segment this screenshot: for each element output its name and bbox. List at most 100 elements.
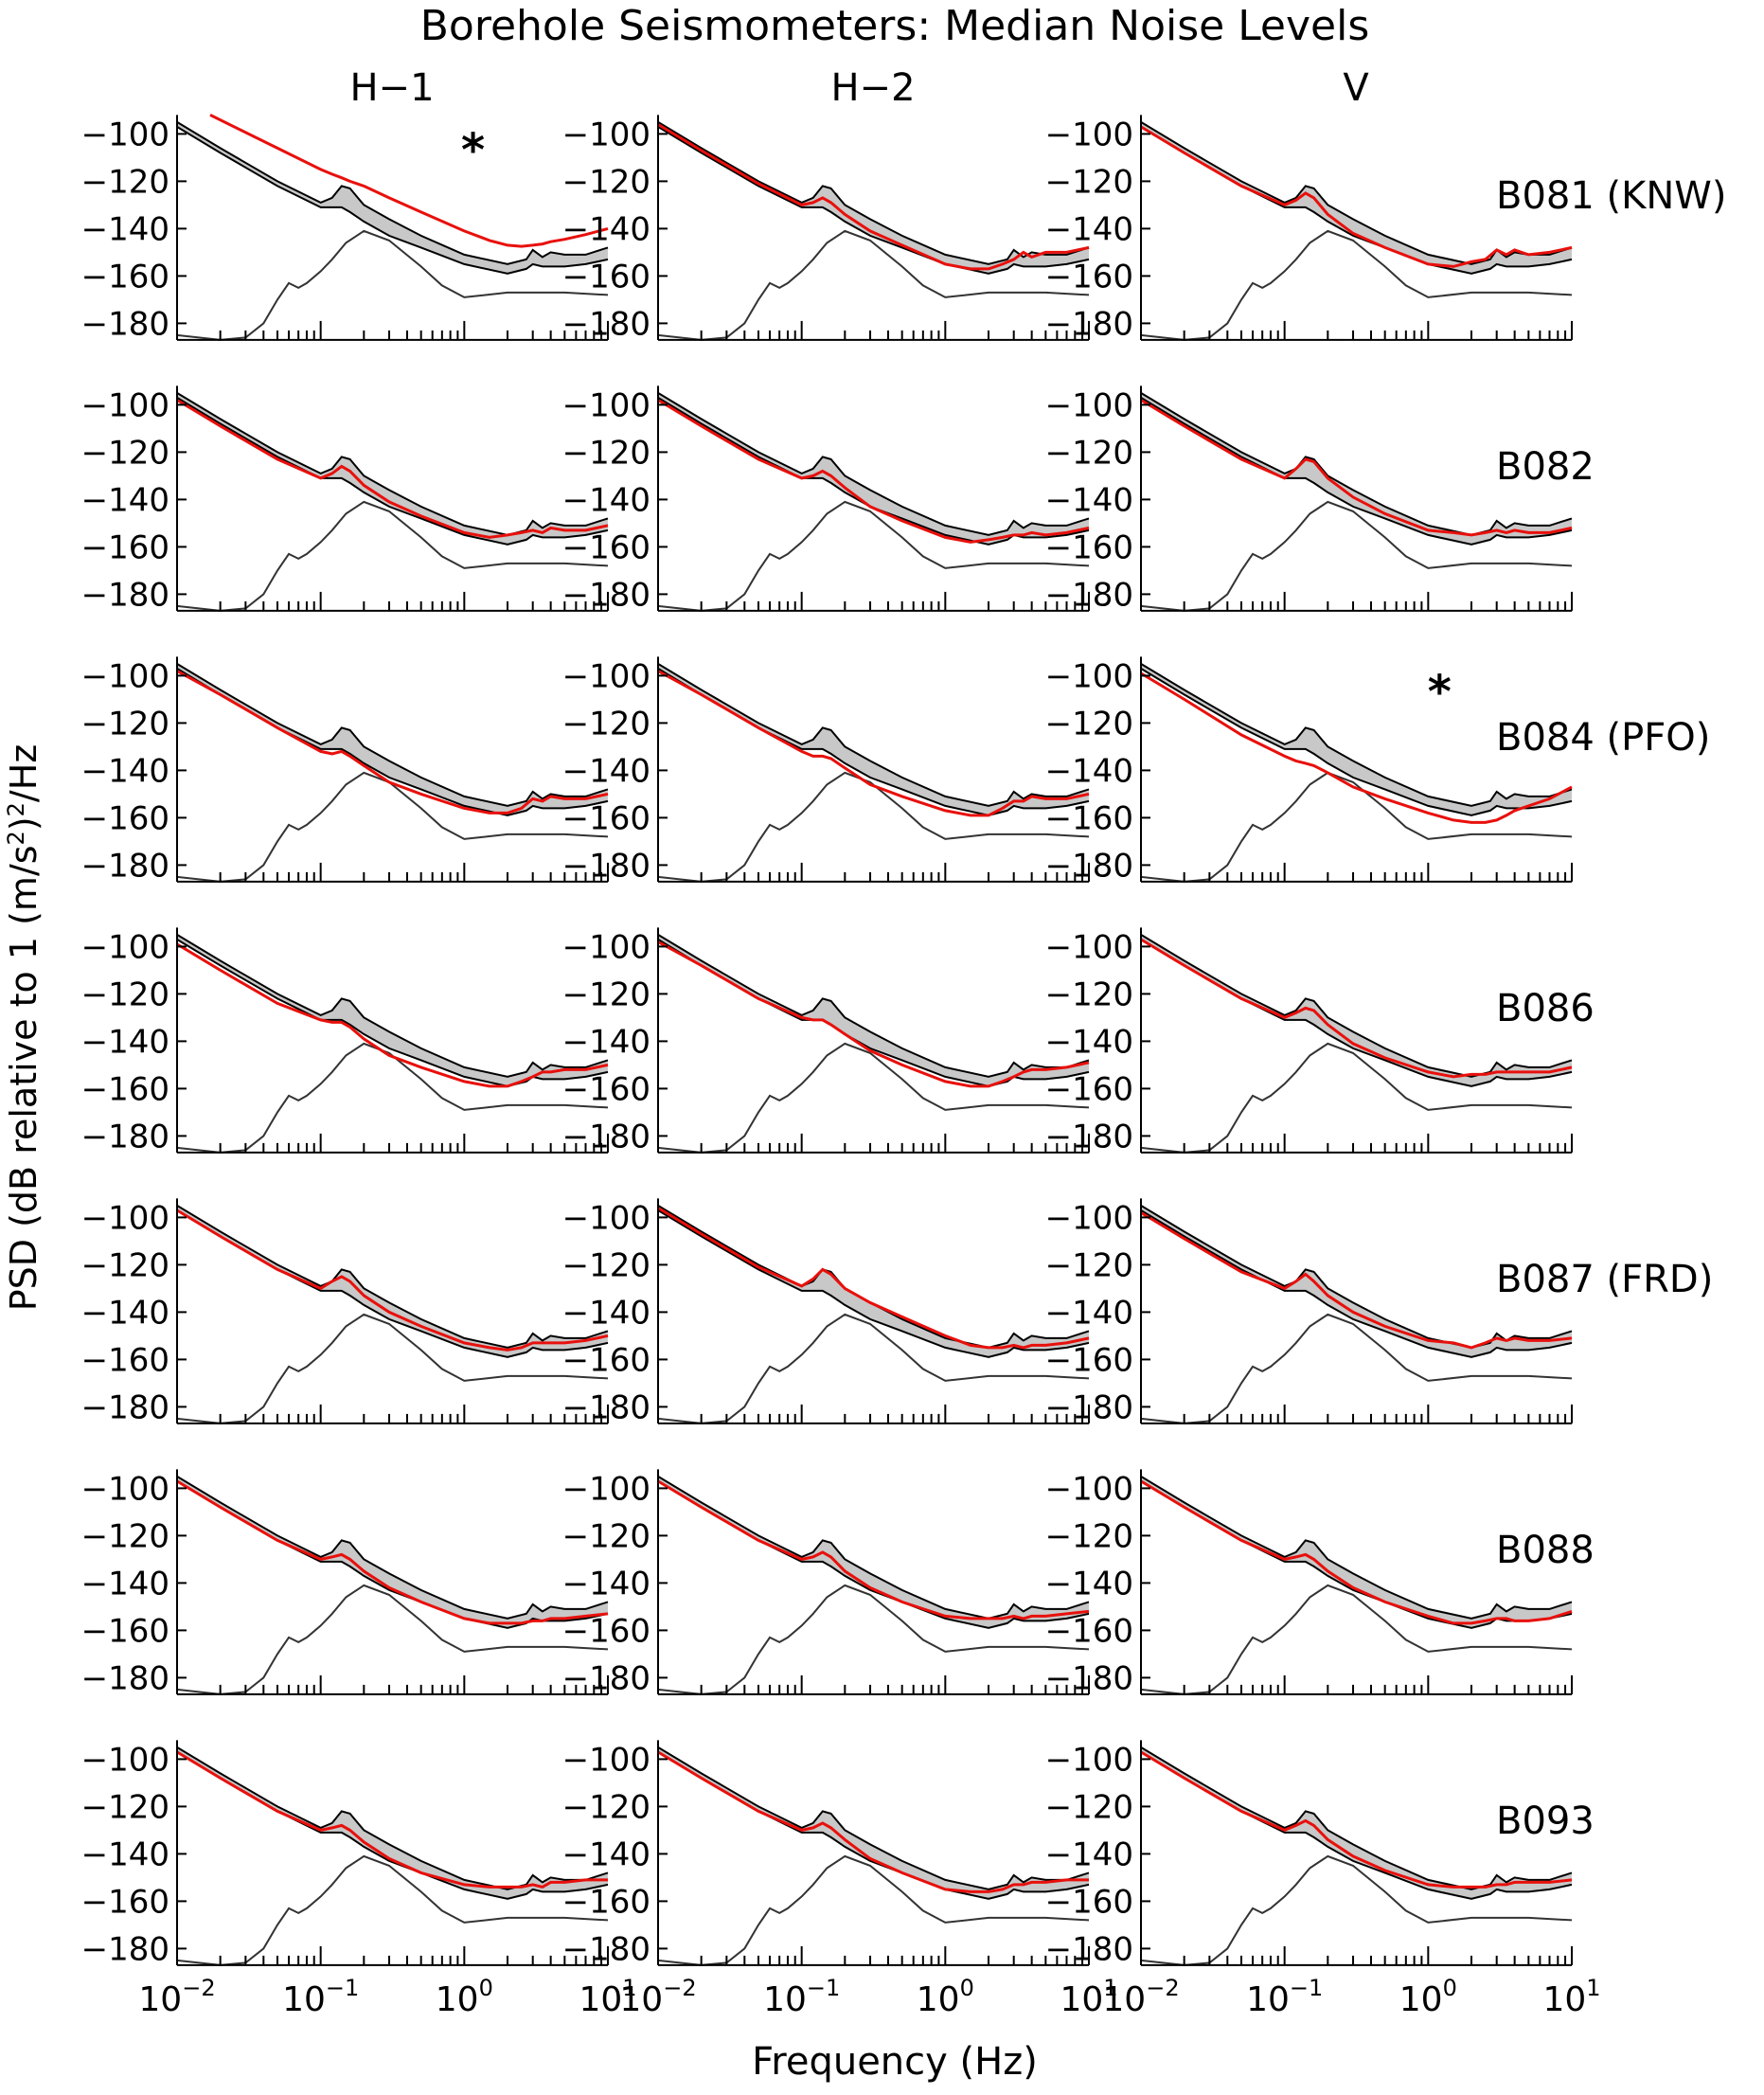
median-noise-line (1140, 125, 1573, 268)
median-noise-line (176, 1750, 608, 1889)
noise-band-lower-line (176, 1480, 609, 1629)
noise-band-fill (177, 1205, 608, 1357)
noise-band-upper-line (657, 1476, 1090, 1620)
y-tick-label: −180 (562, 305, 650, 343)
panel-r2-c2: −100 −120 −140 −160 −180 (1045, 656, 1573, 885)
median-noise-line (657, 1479, 1090, 1620)
y-tick-label: −160 (81, 799, 169, 837)
noise-band-lower-line (1140, 939, 1573, 1087)
median-noise-line (657, 670, 1090, 817)
x-tick-label-base: 10 (579, 1980, 622, 2019)
x-tick-label: 100 (436, 1975, 493, 2019)
x-tick-label: 101 (1060, 1975, 1117, 2019)
noise-band-fill (1141, 1476, 1572, 1628)
y-tick-label: −120 (81, 705, 169, 743)
y-tick-label: −180 (81, 847, 169, 885)
noise-band-upper-line (1140, 1746, 1573, 1890)
y-tick-label: −120 (562, 976, 650, 1013)
noise-band-lower-line (657, 1209, 1090, 1358)
y-axis-label-mid: ) (3, 816, 45, 831)
chart-title: Borehole Seismometers: Median Noise Leve… (420, 2, 1370, 50)
noise-band-fill (658, 663, 1089, 815)
y-tick-label: −160 (562, 1070, 650, 1108)
panel-r2-c1: −100 −120 −140 −160 −180 (562, 656, 1090, 885)
y-tick-label: −180 (562, 1118, 650, 1155)
x-tick-label-exp: −1 (807, 1975, 840, 2001)
reference-noise-line (657, 1854, 1090, 1966)
y-axis-label-after: /Hz (3, 744, 45, 802)
y-tick-label: −180 (1045, 1659, 1133, 1697)
y-tick-label: −120 (1045, 705, 1133, 743)
y-tick-label: −100 (562, 1741, 650, 1779)
y-tick-label: −120 (1045, 1246, 1133, 1284)
y-tick-label: −160 (562, 258, 650, 295)
x-tick-label: 101 (1542, 1975, 1600, 2019)
panel-r0-c0: −100 −120 −140 −160 −180 (81, 114, 609, 343)
y-tick-label: −160 (1045, 1883, 1133, 1921)
y-tick-label: −100 (81, 1470, 169, 1508)
x-tick-label: 100 (1399, 1975, 1457, 2019)
y-tick-label: −140 (562, 1565, 650, 1603)
noise-band-fill (658, 121, 1089, 274)
x-tick-label-exp: 1 (622, 1975, 636, 2001)
x-tick-label-base: 10 (619, 1980, 663, 2019)
median-noise-line (176, 942, 609, 1088)
y-axis-label: PSD (dB relative to 1 (m/s2)2/Hz (3, 744, 45, 1312)
y-tick-label: −180 (1045, 1930, 1133, 1968)
reference-noise-line (1140, 1042, 1573, 1154)
column-header-2: V (1343, 66, 1369, 110)
y-tick-label: −160 (1045, 799, 1133, 837)
reference-noise-line (657, 1584, 1090, 1695)
noise-band-fill (177, 663, 608, 815)
panel-r2-c0: −100 −120 −140 −160 −180 (81, 656, 609, 885)
noise-band-lower-line (657, 1751, 1090, 1900)
x-tick-label-exp: −2 (182, 1975, 215, 2001)
reference-noise-line (1140, 771, 1573, 883)
noise-band-fill (177, 934, 608, 1086)
y-tick-label: −160 (1045, 528, 1133, 566)
station-label-3: B086 (1496, 987, 1595, 1030)
x-axis-label: Frequency (Hz) (752, 2040, 1038, 2084)
reference-noise-line (1140, 500, 1573, 612)
median-noise-line (657, 1750, 1089, 1893)
panel-r1-c1: −100 −120 −140 −160 −180 (562, 385, 1090, 614)
station-label-4: B087 (FRD) (1496, 1258, 1713, 1301)
y-tick-label: −160 (562, 1341, 650, 1379)
column-header-0: H−1 (349, 66, 434, 110)
noise-band-lower-line (1140, 1751, 1573, 1900)
x-tick-label-exp: 1 (1103, 1975, 1117, 2001)
y-tick-label: −120 (1045, 163, 1133, 201)
y-tick-label: −140 (1045, 1565, 1133, 1603)
noise-band-fill (177, 1746, 608, 1899)
noise-band-fill (177, 1476, 608, 1628)
y-tick-label: −120 (562, 705, 650, 743)
noise-band-lower-line (657, 126, 1090, 275)
y-tick-label: −100 (1045, 657, 1133, 695)
y-tick-label: −100 (1045, 1199, 1133, 1237)
reference-noise-line (176, 229, 609, 341)
x-tick-label: 100 (917, 1975, 974, 2019)
y-tick-label: −120 (81, 434, 169, 472)
y-tick-label: −120 (81, 1246, 169, 1284)
y-tick-label: −180 (81, 576, 169, 614)
noise-band-upper-line (176, 1205, 609, 1349)
x-tick-label-exp: −1 (326, 1975, 359, 2001)
median-noise-line (176, 399, 609, 539)
y-tick-label: −120 (81, 163, 169, 201)
median-noise-line (657, 1207, 1090, 1350)
x-tick-label-base: 10 (138, 1980, 182, 2019)
reference-noise-line (657, 1042, 1090, 1154)
noise-band-fill (1141, 121, 1572, 274)
x-tick-label: 10−1 (282, 1975, 359, 2019)
y-tick-label: −160 (1045, 1341, 1133, 1379)
median-noise-line (1140, 938, 1573, 1079)
noise-band-fill (658, 934, 1089, 1086)
median-noise-line (176, 1209, 609, 1352)
y-tick-label: −140 (81, 1023, 169, 1061)
noise-band-upper-line (657, 663, 1090, 807)
reference-noise-line (176, 1313, 609, 1424)
reference-noise-line (657, 229, 1090, 341)
reference-noise-line (657, 771, 1090, 883)
